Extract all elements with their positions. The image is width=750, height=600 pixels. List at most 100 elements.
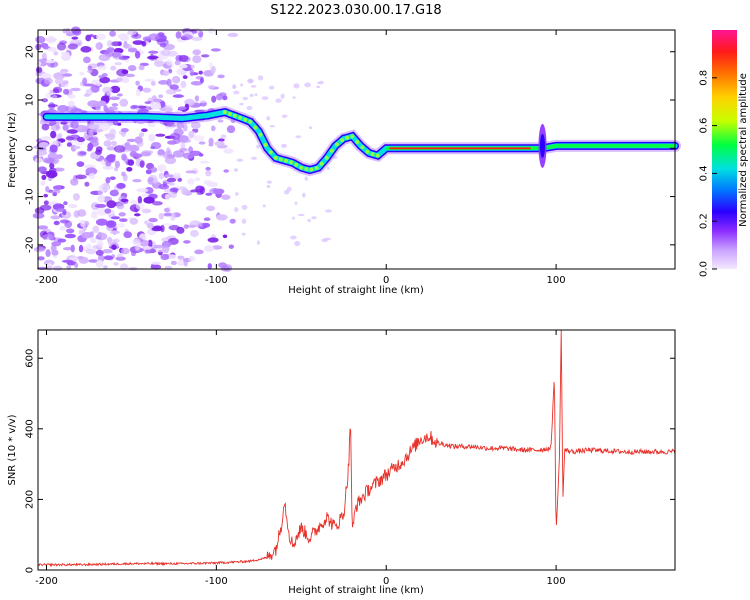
heatmap-noise-blob [307,218,312,223]
heatmap-noise-blob [247,78,254,84]
heatmap-noise-blob [66,228,75,234]
heatmap-noise-blob [110,65,117,71]
heatmap-noise-blob [324,237,331,241]
snr-x-tick-label: -100 [205,576,228,587]
heatmap-noise-blob [91,136,99,141]
heatmap-noise-blob [52,265,63,271]
heatmap-noise-blob [74,262,79,269]
heatmap-noise-blob [102,165,114,170]
ridge-highlight [243,117,248,122]
heatmap-noise-blob [40,180,46,186]
heatmap-noise-blob [138,132,145,137]
heatmap-noise-blob [106,200,117,209]
heatmap-noise-blob [113,145,126,153]
heatmap-noise-blob [189,68,194,77]
heatmap-noise-blob [87,100,100,108]
heatmap-noise-blob [111,244,117,250]
ridge-highlight [355,140,360,144]
heatmap-noise-blob [88,172,96,180]
heatmap-noise-blob [43,77,53,85]
heatmap-noise-blob [70,87,81,92]
heatmap-noise-blob [53,185,62,191]
heatmap-noise-blob [316,85,321,89]
colorbar: 0.0 0.2 0.4 0.6 0.8 Normalized spectral ampl… [699,30,749,277]
heatmap-noise-blob [127,159,135,166]
heatmap-noise-blob [107,106,118,111]
heatmap-noise-blob [116,202,125,210]
heatmap-noise-blob [62,210,67,215]
heatmap-noise-blob [53,72,65,80]
ridge-highlight [365,149,370,154]
heatmap-noise-blob [147,239,153,248]
heatmap-noise-blob [177,259,186,267]
ridge-highlight [248,119,253,124]
heatmap-noise-blob [140,151,152,157]
heatmap-noise-blob [180,142,186,149]
heatmap-noise-blob [187,178,195,185]
snr-series [37,329,676,568]
heatmap-noise-blob [132,238,141,246]
heatmap-noise-blob [186,224,197,228]
heatmap-noise-blob [233,90,240,95]
ridge-highlight [273,155,278,160]
snr-x-tick-label: 0 [383,576,389,587]
heatmap-noise-blob [163,207,170,213]
heatmap-noise-blob [148,133,156,142]
heatmap-noise-blob [123,231,132,239]
heatmap-noise-blob [42,157,55,164]
heatmap-noise-blob [95,259,104,268]
heatmap-noise-blob [226,125,236,134]
heatmap-noise-blob [250,85,257,88]
heatmap-noise-blob [67,94,76,99]
heatmap-noise-blob [51,249,59,256]
heatmap-noise-blob [71,36,79,40]
heatmap-noise-blob [102,249,113,254]
heatmap-noise-blob [222,234,228,239]
heatmap-noise-blob [107,221,114,227]
heatmap-noise-blob [221,194,231,200]
heatmap-noise-blob [47,104,58,108]
heatmap-noise-blob [206,181,219,188]
heatmap-noise-blob [47,263,52,267]
snr-panel: -200 -100 0 100 0 200 400 600 Height of straig… [7,329,676,596]
heatmap-noise-blob [158,172,164,180]
heatmap-noise-blob [135,89,141,97]
heatmap-noise-blob [145,169,152,175]
heatmap-noise-blob [192,55,202,64]
heatmap-noise-blob [286,186,292,192]
heatmap-noise-blob [160,253,170,261]
heatmap-noise-blob [190,189,199,193]
heatmap-noise-blob [99,122,111,131]
ridge-highlight [304,167,309,172]
heatmap-noise-blob [70,178,79,186]
heatmap-noise-blob [281,143,287,148]
heatmap-noise-blob [109,96,120,101]
heatmap-noise-blob [67,31,73,37]
heatmap-noise-blob [114,62,123,66]
heatmap-noise-blob [164,156,177,165]
heatmap-noise-blob [49,144,58,153]
heatmap-noise-blob [114,160,120,169]
heatmap-noise-blob [158,80,170,85]
heatmap-noise-blob [233,168,238,172]
heatmap-noise-blob [294,240,301,247]
heatmap-noise-blob [137,196,143,204]
heatmap-noise-blob [218,138,225,142]
ridge-highlight [309,167,314,172]
heatmap-noise-blob [117,223,126,228]
heatmap-noise-blob [35,36,46,44]
heatmap-noise-blob [205,170,212,177]
heatmap-noise-blob [280,93,285,99]
heatmap-noise-blob [194,249,204,255]
heatmap-noise-blob [126,167,133,172]
heatmap-noise-blob [201,54,210,58]
heatmap-noise-blob [78,256,89,264]
heatmap-noise-blob [89,237,97,244]
heatmap-noise-blob [35,67,43,74]
heatmap-noise-blob [211,95,217,103]
heatmap-noise-blob [180,80,187,89]
heatmap-noise-blob [194,177,201,181]
heatmap-noise-blob [234,207,239,213]
heatmap-noise-blob [96,218,108,226]
heatmap-ridge [40,105,681,177]
